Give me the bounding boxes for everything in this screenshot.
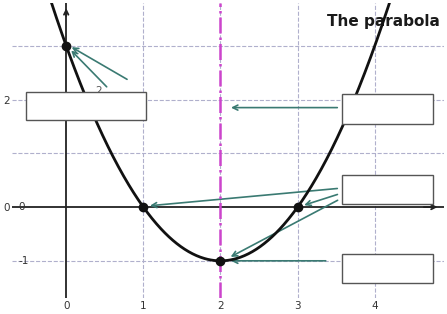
Bar xyxy=(342,175,434,204)
Text: 2: 2 xyxy=(95,86,102,96)
Bar xyxy=(26,92,146,120)
Bar xyxy=(342,254,434,284)
Bar xyxy=(342,94,434,124)
Text: The parabola: The parabola xyxy=(328,14,440,29)
Text: 0: 0 xyxy=(18,202,25,212)
Text: -1: -1 xyxy=(18,256,29,266)
